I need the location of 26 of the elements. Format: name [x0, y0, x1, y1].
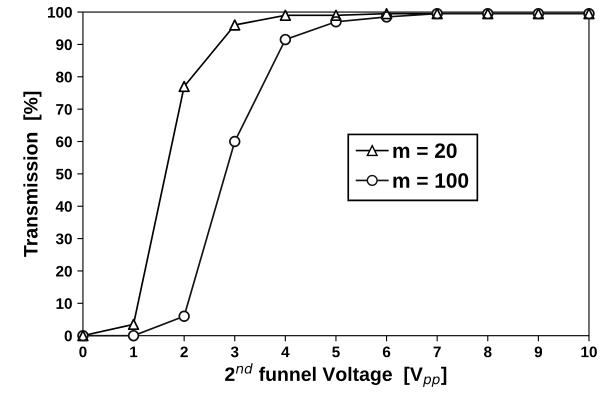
y-tick-label: 40	[56, 201, 72, 212]
x-tick-label: 3	[230, 346, 238, 358]
x-tick-label: 7	[434, 346, 441, 358]
x-axis-title: 2$^{nd}$ funnel Voltage [V$_{pp}$]	[225, 363, 446, 387]
x-tick-label: 2	[180, 346, 188, 358]
y-tick-label: 80	[56, 72, 72, 82]
y-axis-title: Transmission [%]	[23, 92, 42, 257]
x-tick-label: 6	[382, 346, 390, 358]
x-tick-label: 0	[79, 346, 87, 358]
legend-label: m = 20	[393, 143, 457, 158]
x-tick-label: 10	[581, 346, 597, 358]
y-tick-label: 90	[56, 39, 72, 50]
y-tick-label: 30	[56, 233, 72, 244]
x-tick-label: 1	[130, 346, 138, 358]
y-tick-label: 20	[56, 266, 72, 277]
x-tick-label: 4	[281, 346, 290, 358]
y-tick-label: 70	[56, 104, 72, 115]
x-tick-label: 5	[332, 346, 340, 358]
legend-label: m = 100	[393, 173, 468, 188]
y-tick-label: 100	[48, 6, 72, 18]
y-tick-label: 60	[56, 136, 72, 148]
x-tick-label: 9	[534, 346, 542, 358]
x-tick-label: 8	[484, 346, 492, 358]
y-tick-label: 0	[64, 330, 72, 342]
y-tick-label: 10	[56, 298, 72, 309]
y-tick-label: 50	[56, 168, 72, 180]
